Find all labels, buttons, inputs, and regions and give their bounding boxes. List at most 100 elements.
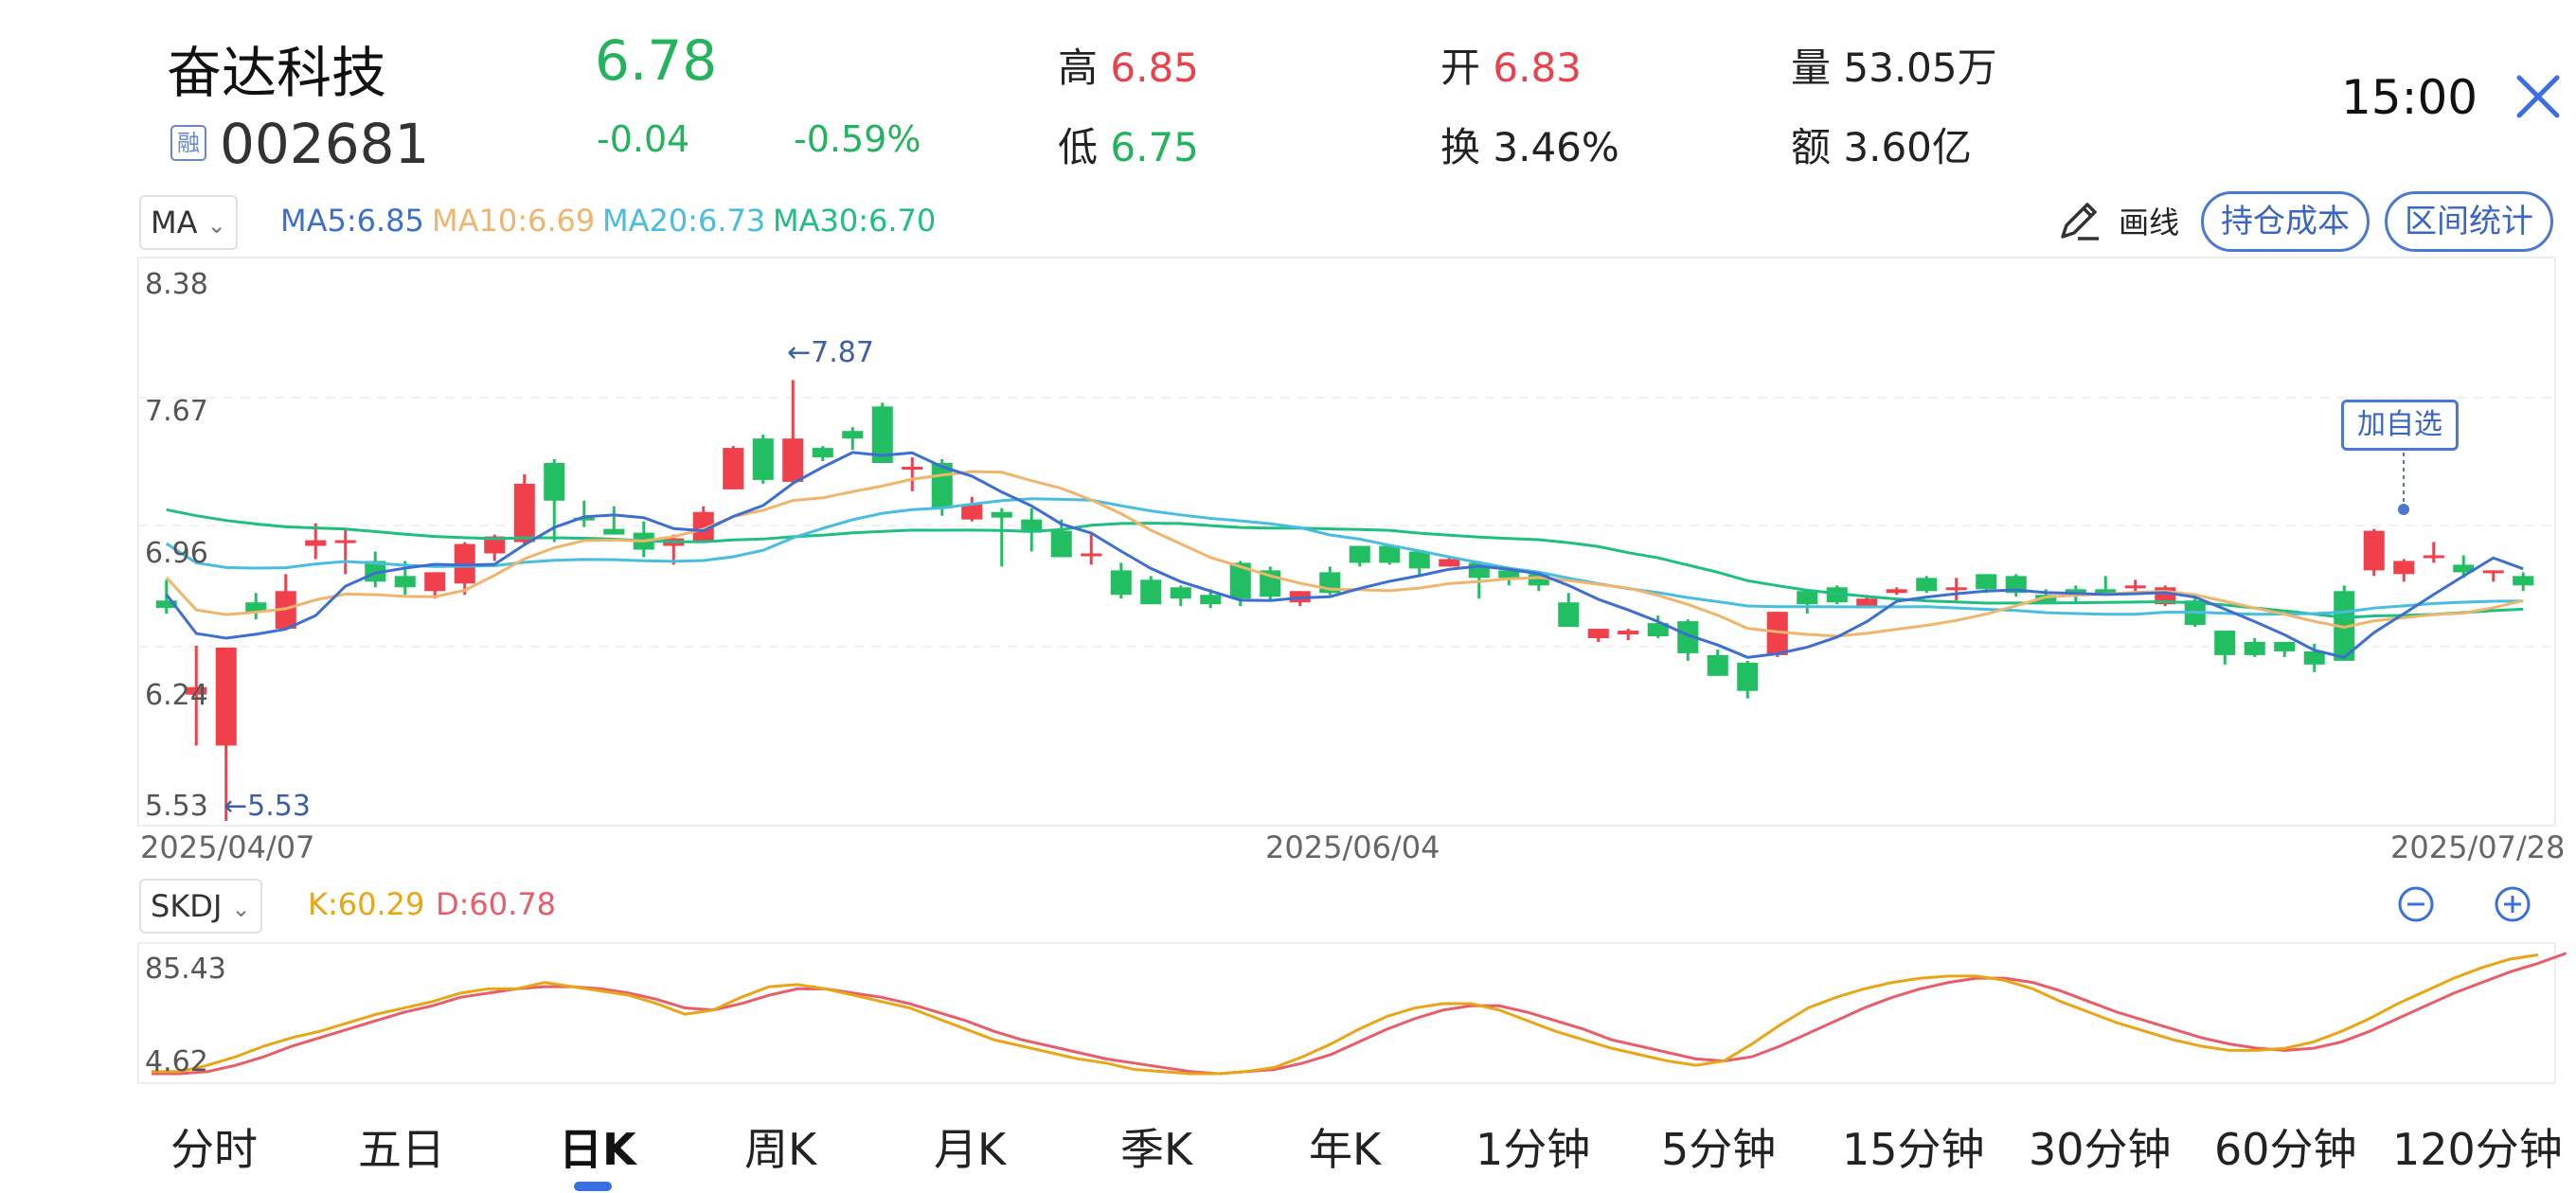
y-tick: 6.96 [145,537,208,570]
tab-3[interactable]: 周K [744,1124,817,1175]
tab-6[interactable]: 年K [1309,1124,1382,1175]
high-label: 高 [1058,45,1099,91]
tab-7[interactable]: 1分钟 [1476,1124,1591,1175]
amount-value: 3.60亿 [1843,124,1972,170]
candle-body [2244,642,2265,655]
tab-5[interactable]: 季K [1120,1124,1193,1175]
active-tab-indicator [574,1182,612,1191]
minus-circle-icon [2398,886,2434,922]
candle-body [902,466,923,470]
candle-body [871,406,893,463]
open-label: 开 [1440,45,1481,91]
amount-label: 额 [1791,124,1832,170]
candle-body [1498,570,1520,579]
stock-code: 002681 [220,112,430,176]
indicator-select-label: MA [151,205,198,240]
high-row: 高 6.85 [1058,36,1199,94]
ma5-line [165,451,2524,659]
k-line [152,953,2539,1076]
candle-body [812,448,833,458]
tab-12[interactable]: 120分钟 [2392,1124,2563,1175]
sub-chart-frame [137,942,2556,1084]
range-stats-button[interactable]: 区间统计 [2385,191,2553,252]
candle-body [334,540,356,543]
y-tick: 7.67 [145,395,208,428]
ma20-line [165,497,2524,616]
tab-2[interactable]: 日K [559,1124,636,1175]
low-value: 6.75 [1110,124,1199,170]
candle-body [842,431,864,439]
high-price-marker: ←7.87 [787,336,874,369]
open-row: 开 6.83 [1440,36,1582,94]
candle-body [1886,589,1907,594]
tab-0[interactable]: 分时 [170,1124,258,1175]
tab-11[interactable]: 60分钟 [2214,1124,2357,1175]
amount-row: 额 3.60亿 [1791,116,1972,173]
draw-line-button[interactable]: 画线 [2055,197,2179,244]
sub-indicator-select-label: SKDJ [151,888,223,924]
candle-body [1558,602,1580,628]
candle-body [2393,561,2415,575]
tab-9[interactable]: 15分钟 [1842,1124,1985,1175]
tab-1[interactable]: 五日 [358,1124,445,1175]
y-tick: 8.38 [145,268,208,301]
candle-body [2423,555,2444,559]
tab-4[interactable]: 月K [934,1124,1007,1175]
candle-body [2274,642,2296,651]
stock-name: 奋达科技 [167,41,387,105]
candle-body [692,511,714,543]
zoom-in-button[interactable] [2493,884,2532,928]
ma10-legend: MA10:6.69 [432,203,596,239]
tab-8[interactable]: 5分钟 [1661,1124,1777,1175]
turnover-row: 换 3.46% [1440,116,1619,173]
close-button[interactable] [2510,68,2567,125]
tab-10[interactable]: 30分钟 [2029,1124,2172,1175]
volume-row: 量 53.05万 [1791,36,1997,94]
ma30-legend: MA30:6.70 [773,203,937,239]
candle-body [1707,654,1728,676]
plus-circle-icon [2495,886,2531,922]
candle-body [1528,574,1549,586]
candle-body [1140,579,1162,605]
margin-trading-badge: 融 [170,125,206,161]
position-cost-button[interactable]: 持仓成本 [2201,191,2370,252]
candle-body [1647,623,1669,637]
open-value: 6.83 [1493,45,1582,91]
candle-body [1916,578,1938,592]
candle-body [2214,631,2236,655]
candle-body [573,517,595,521]
main-chart-grid [137,257,2556,827]
candles [155,380,2534,821]
k-legend: K:60.29 [308,886,425,922]
indicator-select[interactable]: MA ⌄ [139,195,238,250]
chevron-down-icon: ⌄ [206,212,226,239]
zoom-out-button[interactable] [2396,884,2436,928]
candle-body [1050,530,1072,558]
ma20-legend: MA20:6.73 [602,203,766,239]
price-change-percent: -0.59% [794,118,921,160]
candle-body [1737,662,1759,691]
candle-body [305,540,327,546]
candle-body [1797,591,1818,605]
add-to-watchlist-button[interactable]: 加自选 [2341,400,2459,451]
candle-body [1200,595,1222,605]
candle-body [424,572,446,592]
volume-label: 量 [1791,45,1832,91]
candle-body [782,438,804,482]
sub-indicator-select[interactable]: SKDJ ⌄ [139,879,262,934]
sub-y-tick: 4.62 [145,1045,208,1078]
d-line [152,952,2567,1076]
candle-body [2453,564,2475,573]
candle-body [1618,631,1639,635]
candle-body [215,647,237,746]
candle-body [513,483,535,543]
sub-y-tick: 85.43 [145,953,226,986]
candle-body [1439,559,1460,567]
candle-body [394,576,416,588]
candle-body [1229,562,1251,599]
low-row: 低 6.75 [1058,116,1199,173]
candle-body [2005,576,2027,594]
chevron-down-icon: ⌄ [231,896,251,922]
moving-average-lines [165,445,2524,659]
